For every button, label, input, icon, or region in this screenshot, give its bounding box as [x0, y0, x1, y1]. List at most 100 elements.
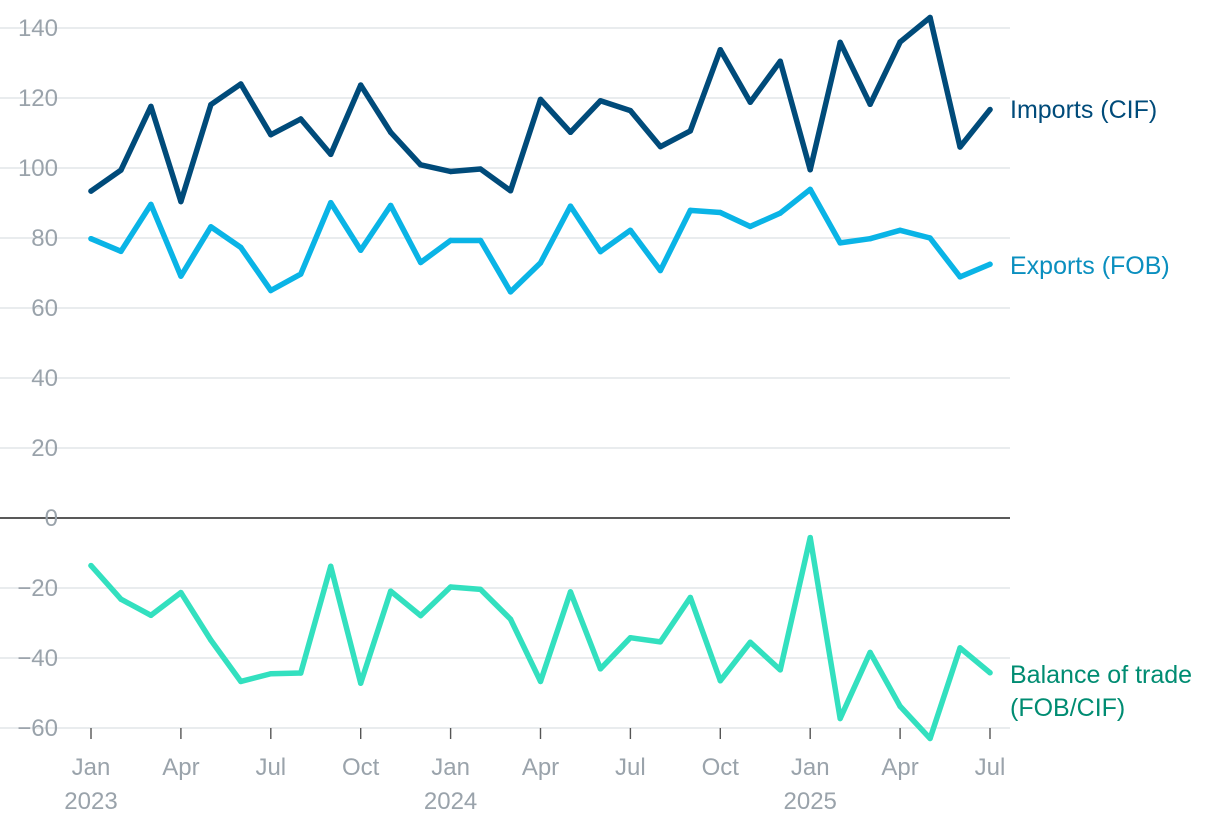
data-point [537, 260, 544, 266]
data-point [447, 237, 454, 244]
data-point [867, 649, 873, 656]
data-point [687, 207, 694, 214]
y-tick-label: 140 [18, 15, 58, 42]
data-point [387, 588, 394, 594]
data-point [897, 227, 903, 233]
y-tick-label: 60 [31, 295, 58, 322]
data-point [627, 107, 634, 114]
data-point [148, 201, 154, 208]
x-tick-label-month: Oct [342, 754, 380, 781]
data-point [148, 612, 154, 618]
data-point [567, 129, 574, 135]
data-point [238, 678, 244, 685]
data-point [717, 209, 723, 216]
x-tick-label-month: Jul [975, 754, 1006, 781]
data-point [777, 58, 783, 64]
data-point [897, 39, 903, 45]
data-point [507, 188, 514, 194]
data-point [927, 735, 933, 742]
series-labels: Imports (CIF) Exports (FOB) Balance of tra… [1010, 96, 1192, 722]
data-point [867, 101, 873, 108]
series-lines [88, 14, 993, 742]
data-point [298, 670, 304, 676]
data-point [208, 101, 214, 108]
data-point [268, 132, 274, 138]
data-point [957, 144, 963, 150]
data-point [777, 667, 783, 673]
y-tick-label: 120 [18, 85, 58, 112]
x-tick-label-month: Apr [162, 754, 199, 781]
data-point [358, 247, 364, 253]
data-point [387, 129, 394, 135]
data-point [537, 96, 544, 103]
data-point [417, 612, 424, 619]
y-tick-label: 20 [31, 435, 58, 462]
data-point [747, 639, 753, 645]
series-label: Exports (FOB) [1010, 252, 1170, 280]
x-tick-label-month: Jul [255, 754, 286, 781]
data-point [837, 240, 843, 246]
data-point [717, 678, 723, 684]
data-point [88, 188, 94, 194]
x-tick-label-month: Jul [615, 754, 646, 781]
data-point [957, 274, 963, 280]
data-point [417, 259, 424, 266]
x-axis-ticks: Jan 2023 Apr Jul Oct Jan 2024 Apr Jul Oct Jan 2025 A… [64, 728, 1005, 815]
data-point [537, 678, 544, 685]
data-point [358, 82, 364, 88]
data-point [837, 39, 843, 46]
data-point [957, 645, 963, 651]
series-line-0 [88, 14, 993, 205]
data-point [477, 237, 484, 244]
data-point [897, 703, 903, 709]
data-point [447, 584, 454, 590]
data-point [987, 261, 993, 267]
series-line-2 [88, 534, 993, 742]
data-point [268, 671, 274, 677]
data-point [268, 287, 274, 294]
data-point [328, 199, 334, 206]
y-axis-ticks: 140 120 100 80 60 40 20 0 −20 −40 −60 [17, 15, 58, 742]
x-tick-label-month: Oct [702, 754, 740, 781]
y-tick-label: −40 [17, 645, 58, 672]
data-point [837, 715, 843, 722]
data-point [627, 227, 634, 233]
data-point [358, 680, 364, 686]
x-tick-label-year: 2024 [424, 788, 477, 815]
data-point [567, 589, 574, 595]
data-point [987, 106, 993, 113]
y-tick-label: 100 [18, 155, 58, 182]
data-point [178, 589, 184, 596]
series-label: Imports (CIF) [1010, 96, 1157, 124]
x-tick-label-month: Apr [881, 754, 918, 781]
data-point [867, 236, 873, 242]
data-point [687, 594, 694, 601]
data-point [298, 271, 304, 277]
data-point [88, 236, 94, 242]
data-point [118, 248, 124, 254]
gridlines [0, 27, 1010, 729]
data-point [747, 99, 753, 105]
data-point [387, 202, 394, 209]
data-point [447, 168, 454, 175]
data-point [417, 162, 424, 168]
data-point [118, 167, 124, 173]
data-point [597, 248, 604, 255]
data-point [627, 635, 634, 641]
x-tick-label-month: Jan [431, 754, 470, 781]
data-point [777, 210, 783, 216]
y-tick-label: 80 [31, 225, 58, 252]
data-point [717, 47, 723, 53]
data-point [507, 289, 514, 295]
x-tick-label-year: 2023 [64, 788, 117, 815]
data-point [118, 596, 124, 602]
data-point [477, 166, 484, 172]
data-point [927, 235, 933, 241]
data-point [328, 563, 334, 569]
data-point [807, 534, 813, 541]
series-line-1 [88, 186, 993, 295]
data-point [657, 639, 664, 645]
data-point [597, 666, 604, 672]
data-point [88, 562, 94, 569]
data-point [178, 198, 184, 205]
